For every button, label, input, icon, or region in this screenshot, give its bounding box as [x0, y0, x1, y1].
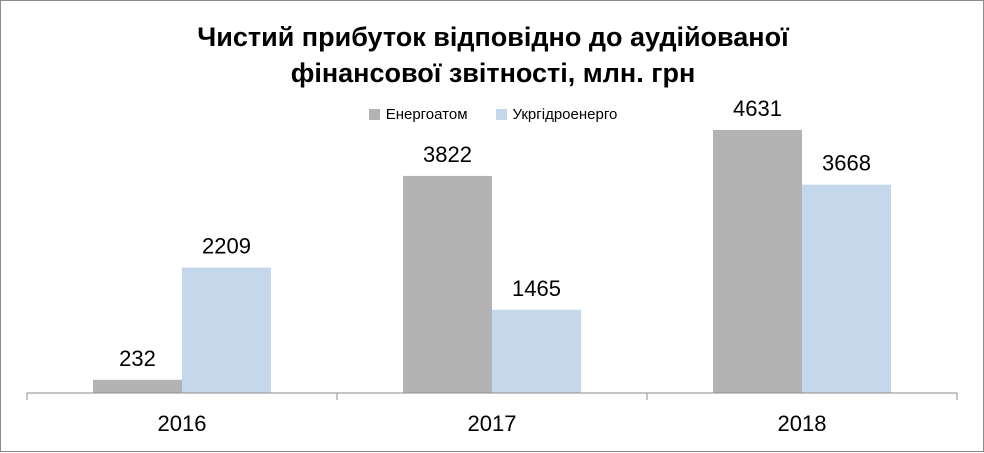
data-label-energoatom-2017: 3822 — [423, 142, 472, 167]
bar-energoatom-2018 — [713, 129, 802, 393]
chart-title: Чистий прибуток відповідно до аудійовано… — [1, 19, 984, 91]
chart-title-line-2: фінансової звітності, млн. грн — [290, 58, 696, 88]
legend-label-ukrhydroenergo: Укргідроенерго — [512, 106, 618, 123]
chart-legend: Енергоатом Укргідроенерго — [1, 106, 984, 123]
legend-entry-ukrhydroenergo: Укргідроенерго — [495, 106, 618, 123]
x-tick-label-2016: 2016 — [158, 411, 207, 436]
x-tick-label-2017: 2017 — [468, 411, 517, 436]
bar-energoatom-2017 — [403, 175, 492, 393]
legend-label-energoatom: Енергоатом — [385, 106, 468, 123]
chart-title-line-1: Чистий прибуток відповідно до аудійовано… — [197, 22, 789, 52]
bar-ukrhydroenergo-2018 — [802, 184, 891, 393]
bar-energoatom-2016 — [93, 379, 182, 393]
data-label-energoatom-2018: 4631 — [733, 96, 782, 121]
legend-swatch-ukrhydroenergo — [495, 109, 507, 120]
bar-ukrhydroenergo-2017 — [492, 309, 581, 393]
x-tick-label-2018: 2018 — [778, 411, 827, 436]
bar-ukrhydroenergo-2016 — [182, 267, 271, 393]
legend-entry-energoatom: Енергоатом — [368, 106, 468, 123]
data-label-ukrhydroenergo-2016: 2209 — [202, 234, 251, 259]
data-label-ukrhydroenergo-2017: 1465 — [512, 276, 561, 301]
legend-swatch-energoatom — [368, 109, 380, 120]
data-label-ukrhydroenergo-2018: 3668 — [822, 151, 871, 176]
data-label-energoatom-2016: 232 — [119, 346, 156, 371]
